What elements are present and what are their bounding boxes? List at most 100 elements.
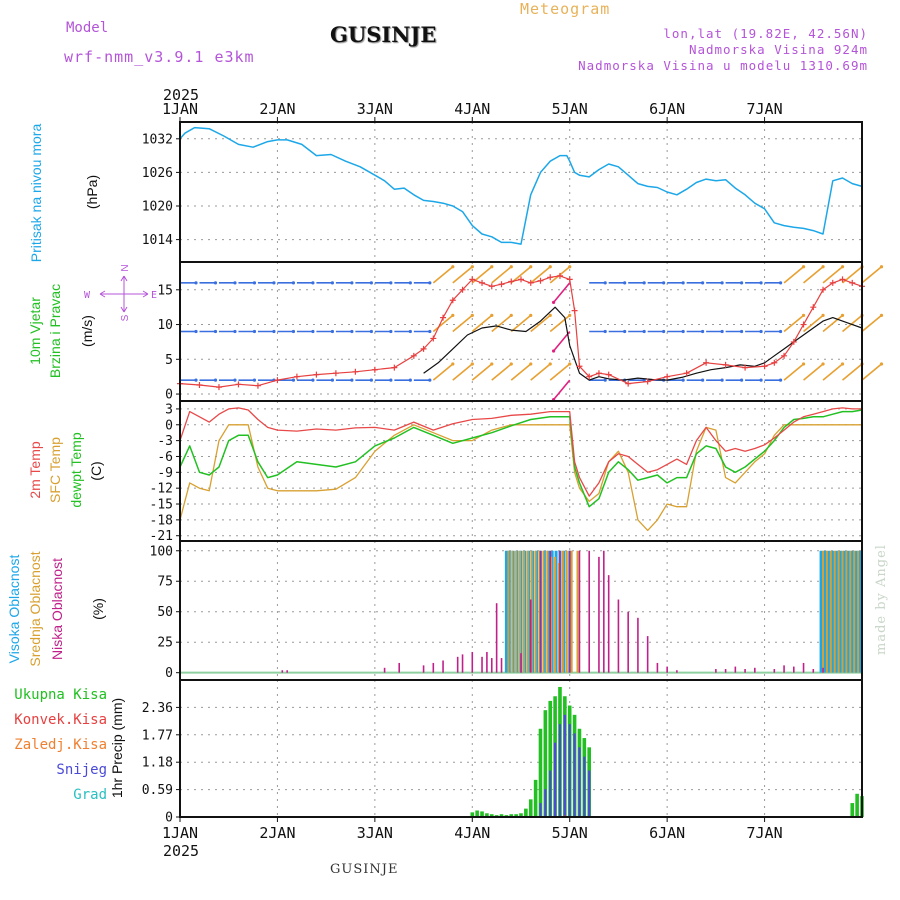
wind-barb-head [662,329,666,334]
y-tick-label: -3 [157,434,173,449]
wind-barb-arrow [432,314,454,333]
wind-barb-head [428,378,432,382]
gust-marker [781,352,788,359]
wind-barb-head [272,281,276,285]
wind-barb-head [350,329,354,334]
precip-bar [480,811,484,817]
wind-barb-head [801,265,806,269]
wind-barb-head [778,281,783,285]
wind-barb-head [623,281,627,285]
gust-marker [576,363,583,370]
wind-barb-head [470,362,474,366]
x-tick-label: 3JAN [357,100,393,118]
wind-barb-head [551,300,556,304]
wind-barb-arrow [552,379,571,401]
wind-barb-head [490,313,494,317]
gust-marker [664,373,671,380]
wind-barb-arrow [452,314,473,333]
precip-bar [475,810,479,817]
wind-barb-arrow [783,363,805,381]
x-tick-label: 2JAN [259,824,295,842]
precip-bar [519,813,523,817]
gust-marker [274,377,281,384]
wind-barb-arrow [861,363,883,381]
gust-marker [459,286,466,293]
wind-yticks: 0 5 10 15 [157,283,180,403]
gust-marker [644,378,651,385]
gust-marker [547,274,554,281]
precip-bar [855,793,859,817]
x-tick-label: 5JAN [552,824,588,842]
wind-barb-head [740,378,744,382]
x-tick-label: 3JAN [357,824,393,842]
wind-barb-arrow [822,314,844,333]
x-tick-label: 7JAN [747,100,783,118]
wind-barb-head [369,329,373,334]
y-tick-label: 1026 [142,166,173,181]
precip-yticks: 0 0.59 1.18 1.77 2.36 [142,701,180,826]
precip-bar [538,728,543,817]
wind-barb-head [720,378,724,382]
wind-barb-arrow [861,314,883,333]
wind-barb-head [350,378,354,382]
precip-legend-item: Konvek.Kisa [14,712,107,728]
cloud-series-2 [281,550,824,673]
gust-marker [488,283,495,290]
wind-barb-head [490,362,494,366]
x-tick-label: 6JAN [649,824,685,842]
y-tick-label: 1032 [142,132,173,147]
precip-series-0 [373,686,864,817]
precip-bar [543,710,548,817]
wind-barb-head [662,281,666,285]
wind-barb-head [801,313,806,317]
gust-marker [469,276,476,283]
precip-bar [850,803,855,817]
wind-barb-head [213,281,218,285]
coords-label: lon,lat (19.82E, 42.56N) [663,26,868,41]
temp-2m-line [179,407,862,497]
wind-barb-head [311,281,315,285]
meteogram-label: Meteogram [520,0,611,18]
model-label: Model [66,20,109,36]
wind-barb-head [252,329,257,334]
wind-barb-head [291,329,296,334]
wind-barb-head [681,378,685,382]
wind-barb-arrow [510,314,532,333]
gust-marker [449,297,456,304]
precip-bar [588,770,591,817]
wind-barb-head [740,281,744,285]
wind-barb-arrow [432,363,454,381]
wind-barb-arrow [530,314,551,333]
gust-marker [566,276,573,283]
y-tick-label: 50 [157,605,173,620]
precip-bar [573,733,576,817]
wind-barb-head [451,265,455,269]
x-tick-label: 6JAN [649,100,685,118]
wind-barb-head [840,265,845,269]
wind-barb-arrow [822,363,844,381]
y-tick-label: 0 [165,811,173,826]
wind-barb-head [470,265,474,269]
precip-bar [489,814,494,817]
temp-ylabel-1: SFC Temp [47,437,63,503]
gust-marker [556,272,563,279]
wind-barb-arrow [783,314,805,333]
wind-barb-head [821,362,825,366]
y-tick-label: 100 [150,544,173,559]
gust-marker [527,279,534,286]
gust-marker [571,307,578,314]
y-tick-label: -9 [157,466,173,481]
wind-barb-head [759,329,763,334]
wind-barb-head [720,329,724,334]
temp-ylabel-2: dewpt Temp [68,432,84,507]
x-tick-label: 1JAN [162,100,198,118]
year-label-top: 2025 [163,86,199,104]
precip-legend-item: Ukupna Kisa [14,687,107,703]
y-tick-label: 0 [165,388,173,403]
wind-barb-head [311,378,315,382]
wind-barb-head [879,265,884,269]
gust-marker [605,371,612,378]
temp-unit: (C) [88,461,104,480]
gust-marker [254,382,261,389]
